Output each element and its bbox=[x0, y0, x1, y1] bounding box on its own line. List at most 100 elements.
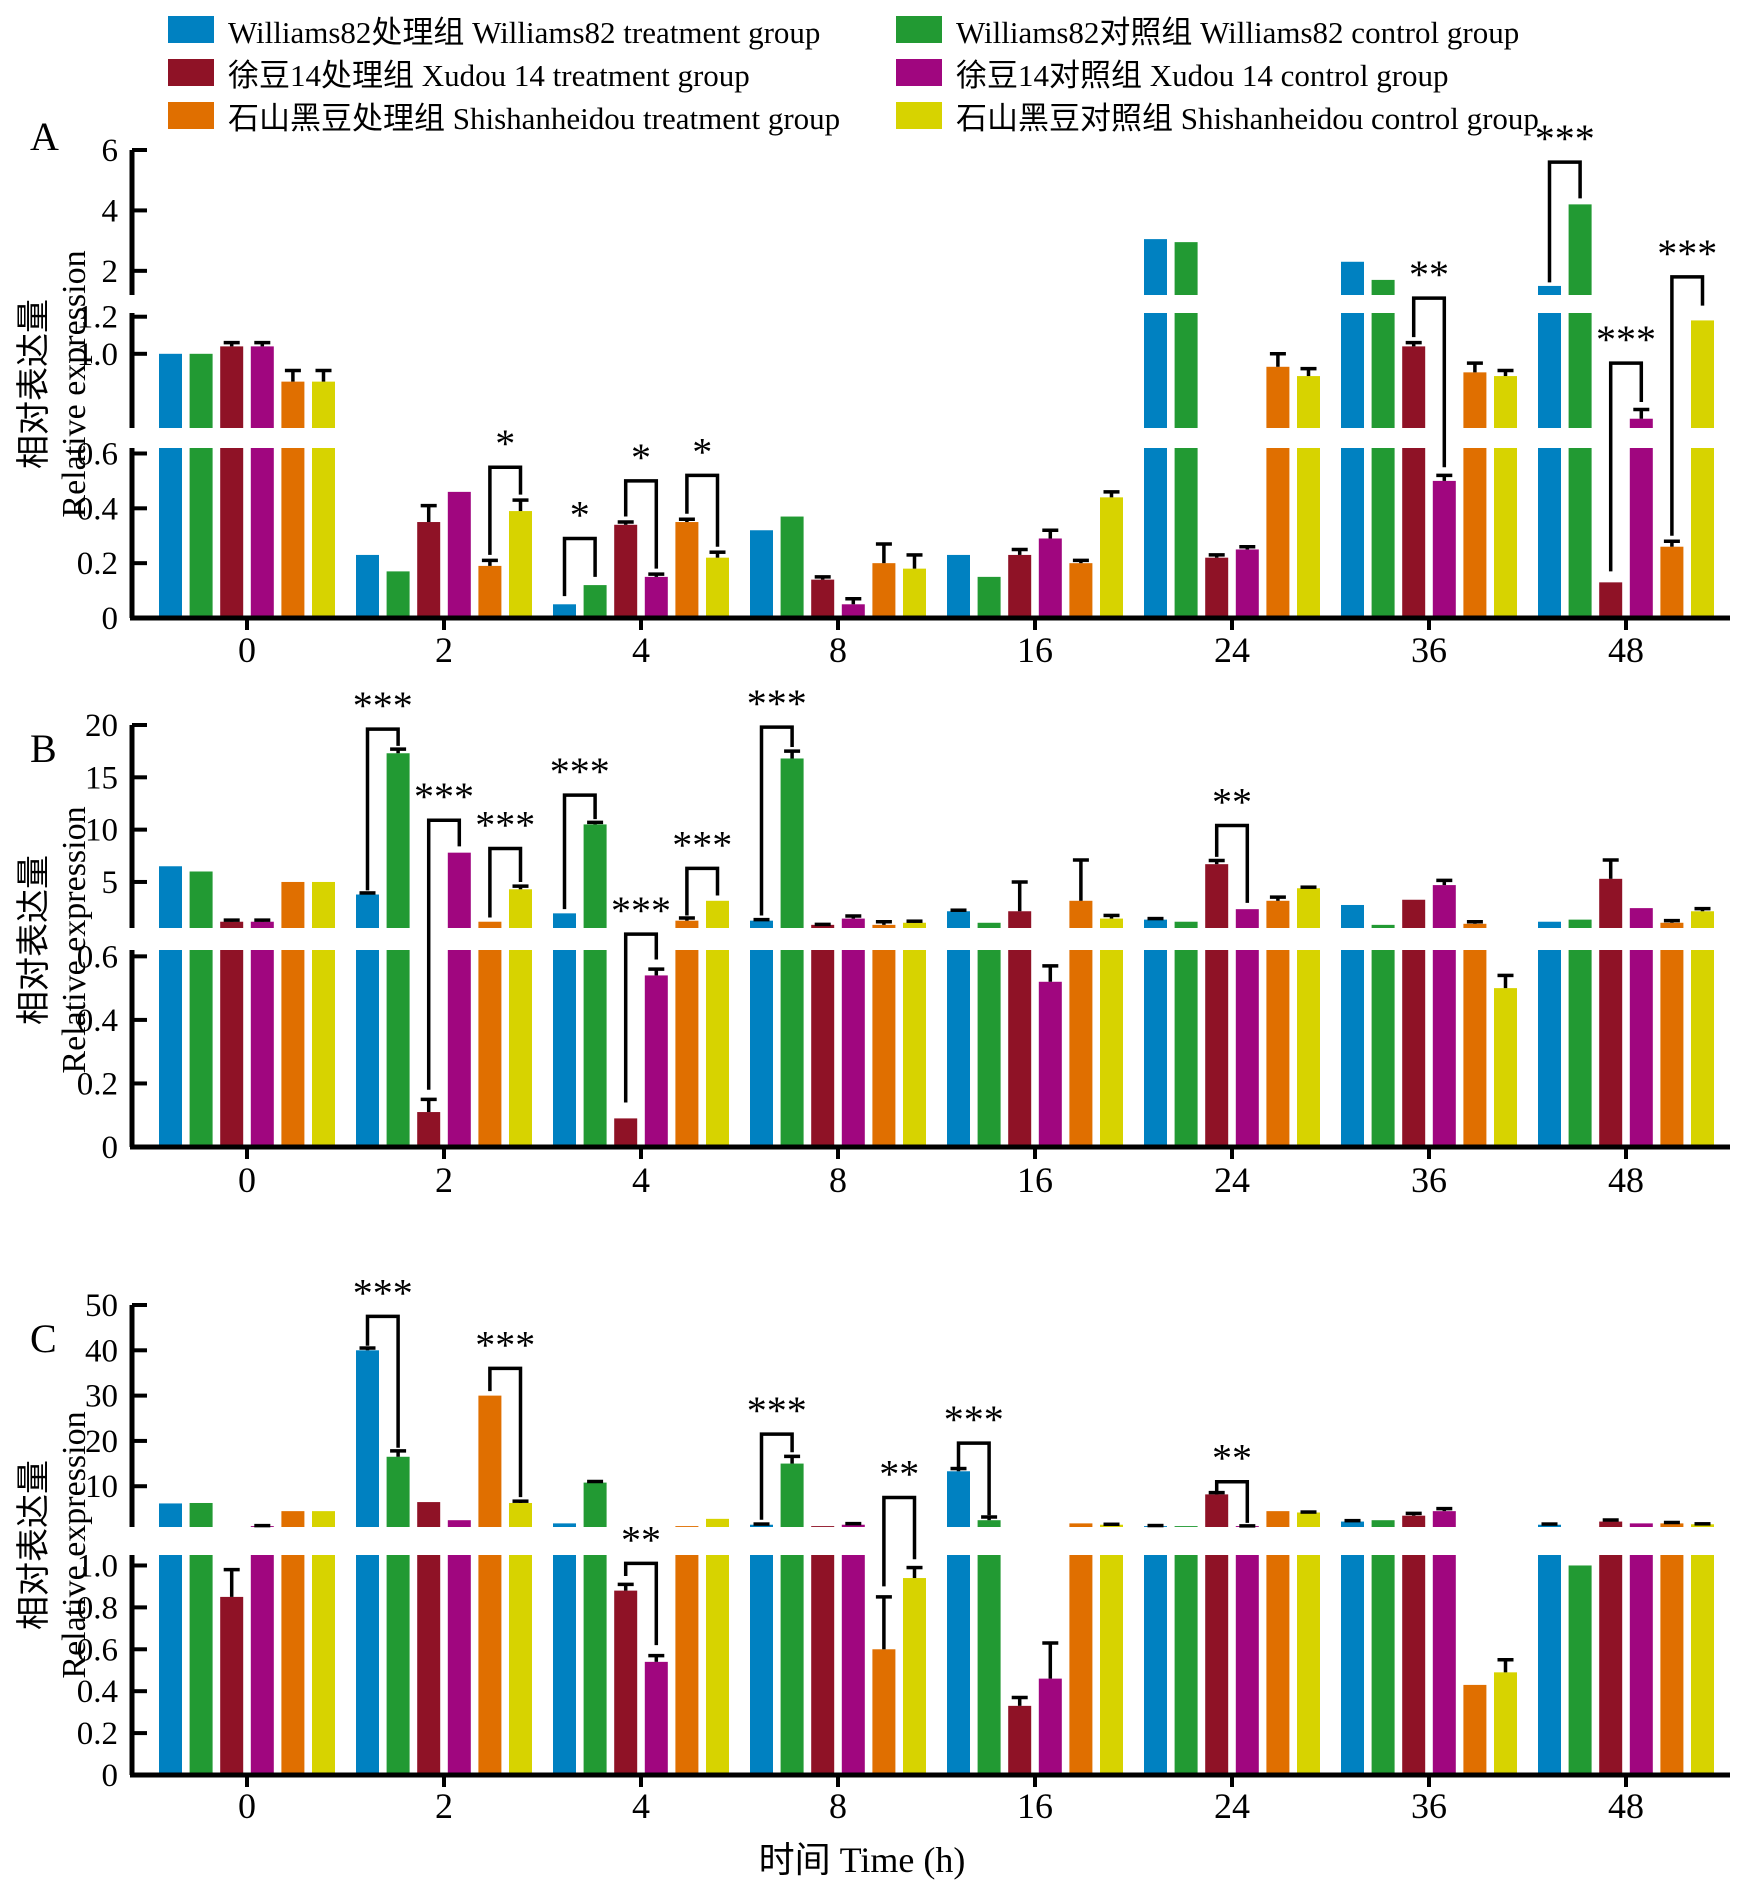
bar-w82-treatment-t16 bbox=[947, 1555, 970, 1775]
bar-shishanheidou-treatment-t24 bbox=[1266, 900, 1290, 928]
bar-xudou14-treatment-t2 bbox=[417, 1502, 441, 1527]
bar-shishanheidou-control-t0 bbox=[312, 381, 335, 428]
bar-w82-control-t48 bbox=[1568, 448, 1592, 618]
bar-w82-control-t16 bbox=[977, 1520, 1001, 1527]
bar-xudou14-control-t48 bbox=[1629, 1555, 1653, 1775]
legend-item-shishanheidou-control: 石山黑豆对照组 Shishanheidou control group bbox=[896, 98, 1539, 136]
bar-shishanheidou-treatment-t4 bbox=[675, 1526, 699, 1527]
panel-letter-A: A bbox=[30, 114, 59, 159]
bar-w82-control-t16 bbox=[977, 950, 1001, 1147]
y-axis-title-en: Relative expression bbox=[56, 1411, 93, 1678]
bar-shishanheidou-treatment-t4 bbox=[675, 1555, 699, 1775]
bar-xudou14-treatment-t2 bbox=[417, 1112, 441, 1147]
x-tick-label: 16 bbox=[1017, 1786, 1053, 1826]
bar-shishanheidou-control-t0 bbox=[312, 1511, 335, 1527]
bar-w82-treatment-t8 bbox=[750, 950, 773, 1147]
y-tick-label: 0.4 bbox=[77, 1003, 118, 1039]
legend-swatch-shishanheidou-treatment bbox=[168, 101, 214, 129]
x-tick-label: 4 bbox=[632, 1786, 650, 1826]
bar-shishanheidou-control-t24 bbox=[1297, 1512, 1320, 1527]
bar-shishanheidou-control-t36 bbox=[1494, 448, 1517, 618]
y-axis-title-cn: 相对表达量 bbox=[15, 299, 53, 469]
bar-shishanheidou-treatment-t24 bbox=[1266, 950, 1290, 1147]
bar-xudou14-treatment-t4 bbox=[614, 1590, 638, 1775]
significance-stars: ** bbox=[1409, 252, 1449, 297]
bar-w82-treatment-t16 bbox=[947, 950, 970, 1147]
bar-shishanheidou-treatment-t24 bbox=[1266, 366, 1290, 428]
bar-xudou14-control-t8 bbox=[841, 950, 865, 1147]
bar-w82-treatment-t48 bbox=[1538, 921, 1561, 928]
bar-shishanheidou-control-t36 bbox=[1494, 376, 1517, 428]
bar-w82-treatment-t48 bbox=[1538, 285, 1561, 295]
bar-shishanheidou-treatment-t36 bbox=[1463, 950, 1487, 1147]
bar-shishanheidou-treatment-t2 bbox=[478, 565, 502, 618]
significance-stars: *** bbox=[672, 822, 732, 867]
y-tick-label: 0 bbox=[102, 1130, 119, 1166]
legend-item-shishanheidou-treatment: 石山黑豆处理组 Shishanheidou treatment group bbox=[168, 98, 840, 136]
legend-swatch-xudou14-treatment bbox=[168, 58, 214, 86]
bar-xudou14-treatment-t2 bbox=[417, 1555, 441, 1775]
bar-w82-treatment-t0 bbox=[159, 1503, 182, 1527]
bar-w82-control-t0 bbox=[189, 871, 213, 928]
bar-w82-treatment-t4 bbox=[553, 1555, 576, 1775]
x-tick-label: 24 bbox=[1214, 1160, 1250, 1200]
bar-w82-treatment-t24 bbox=[1144, 313, 1167, 428]
bar-shishanheidou-treatment-t24 bbox=[1266, 448, 1290, 618]
bar-xudou14-control-t0 bbox=[250, 1555, 274, 1775]
bar-shishanheidou-control-t24 bbox=[1297, 1555, 1320, 1775]
x-axis-title: 时间 Time (h) bbox=[759, 1840, 966, 1880]
significance-stars: * bbox=[692, 429, 712, 474]
bar-w82-control-t36 bbox=[1371, 1520, 1395, 1527]
bar-shishanheidou-treatment-t16 bbox=[1069, 1555, 1093, 1775]
y-tick-label: 0.4 bbox=[77, 1674, 118, 1710]
bar-w82-control-t4 bbox=[583, 824, 607, 928]
significance-stars: ** bbox=[879, 1452, 919, 1497]
bar-shishanheidou-treatment-t16 bbox=[1069, 563, 1093, 618]
bar-shishanheidou-treatment-t0 bbox=[281, 1555, 305, 1775]
bar-xudou14-treatment-t4 bbox=[614, 1118, 638, 1147]
bar-w82-treatment-t0 bbox=[159, 448, 182, 618]
bar-xudou14-treatment-t36 bbox=[1402, 950, 1426, 1147]
bar-xudou14-treatment-t0 bbox=[220, 1596, 244, 1775]
bar-shishanheidou-treatment-t4 bbox=[675, 920, 699, 928]
bar-w82-control-t48 bbox=[1568, 313, 1592, 428]
bar-shishanheidou-control-t16 bbox=[1100, 950, 1123, 1147]
bar-xudou14-treatment-t48 bbox=[1599, 950, 1623, 1147]
y-tick-label: 1.2 bbox=[77, 300, 118, 336]
bar-xudou14-control-t8 bbox=[841, 918, 865, 928]
bar-xudou14-control-t4 bbox=[644, 1661, 668, 1775]
bar-xudou14-control-t8 bbox=[841, 1555, 865, 1775]
y-axis-title-en: Relative expression bbox=[56, 250, 93, 517]
legend-swatch-w82-treatment bbox=[168, 15, 214, 43]
significance-stars: * bbox=[570, 492, 590, 537]
y-tick-label: 0.8 bbox=[77, 1590, 118, 1626]
bar-shishanheidou-control-t4 bbox=[706, 950, 729, 1147]
bar-w82-treatment-t8 bbox=[750, 1555, 773, 1775]
bar-w82-control-t24 bbox=[1174, 921, 1198, 928]
bar-shishanheidou-treatment-t24 bbox=[1266, 1555, 1290, 1775]
bar-w82-treatment-t2 bbox=[356, 1350, 379, 1527]
bar-xudou14-treatment-t24 bbox=[1205, 950, 1229, 1147]
bar-shishanheidou-control-t8 bbox=[903, 568, 926, 618]
bar-shishanheidou-treatment-t16 bbox=[1069, 1523, 1093, 1527]
significance-stars: *** bbox=[353, 683, 413, 728]
bar-shishanheidou-treatment-t8 bbox=[872, 950, 896, 1147]
y-tick-label: 20 bbox=[85, 708, 118, 744]
bar-shishanheidou-control-t36 bbox=[1494, 1672, 1517, 1775]
y-tick-label: 40 bbox=[85, 1333, 118, 1369]
y-tick-label: 15 bbox=[85, 760, 118, 796]
bar-w82-treatment-t24 bbox=[1144, 950, 1167, 1147]
bar-w82-control-t0 bbox=[189, 1502, 213, 1527]
legend-label: 石山黑豆处理组 Shishanheidou treatment group bbox=[228, 100, 841, 136]
significance-bracket bbox=[488, 846, 523, 918]
bar-w82-treatment-t48 bbox=[1538, 950, 1561, 1147]
bar-w82-treatment-t24 bbox=[1144, 448, 1167, 618]
bar-w82-control-t48 bbox=[1568, 919, 1592, 928]
x-tick-label: 48 bbox=[1608, 630, 1644, 670]
bar-w82-control-t2 bbox=[386, 1456, 410, 1527]
bar-shishanheidou-treatment-t48 bbox=[1660, 1523, 1684, 1527]
significance-bracket bbox=[488, 465, 523, 555]
bar-xudou14-control-t24 bbox=[1235, 950, 1259, 1147]
